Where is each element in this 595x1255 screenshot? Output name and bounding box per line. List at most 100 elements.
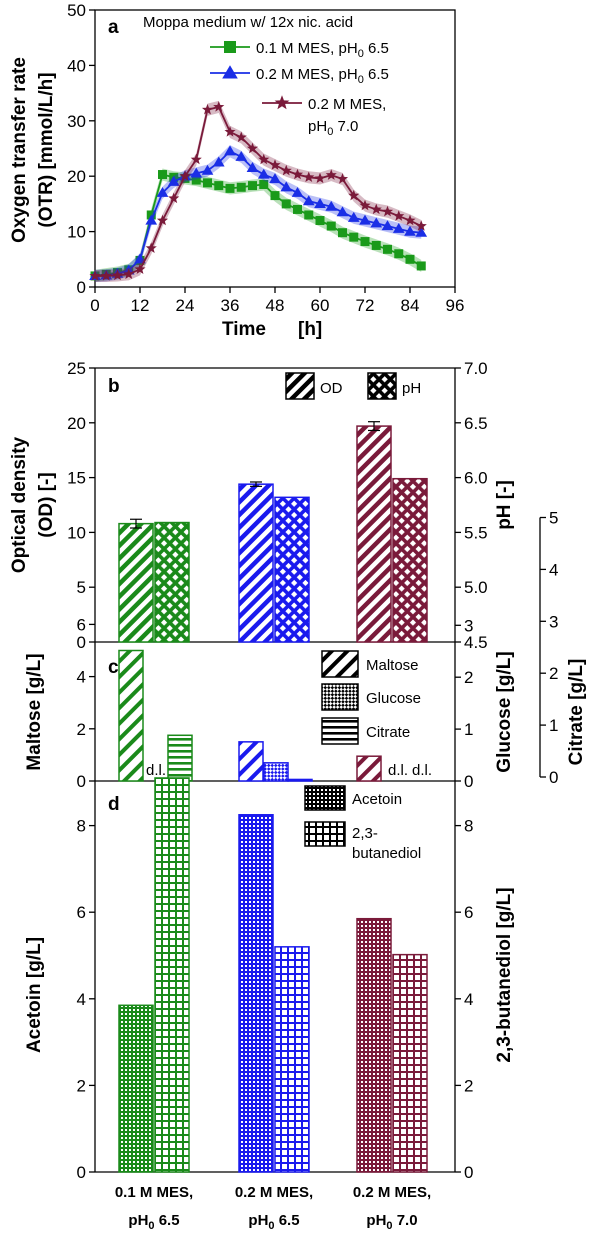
- panel-c-letter: c: [108, 657, 119, 678]
- panel-c-y3-tick-label: 2: [549, 664, 558, 683]
- bar-maltose: [118, 649, 144, 782]
- data-point: [248, 181, 257, 191]
- panel-b-y2-tick-label: 6.5: [464, 414, 488, 433]
- panel-a-x-tick-label: 96: [446, 296, 465, 315]
- panel-a-y-tick-label: 30: [67, 112, 86, 131]
- panel-c-y-tick-label: 4: [77, 668, 86, 687]
- bar-2-3-butanediol: [154, 777, 190, 1173]
- data-point: [381, 220, 394, 231]
- panel-a-letter: a: [108, 17, 119, 38]
- series-2: [89, 100, 427, 283]
- panel-a-x-tick-label: 72: [356, 296, 375, 315]
- data-point: [191, 175, 201, 185]
- bar-ph: [154, 521, 190, 643]
- data-point: [190, 167, 203, 178]
- data-point: [156, 214, 169, 226]
- data-point: [145, 242, 157, 253]
- panel-b-y-tick-label: 25: [67, 359, 86, 378]
- data-point: [291, 186, 304, 197]
- legend-label: Citrate: [366, 724, 410, 741]
- data-point: [293, 204, 302, 214]
- panel-a-y-tick-label: 0: [77, 278, 86, 297]
- data-point: [315, 216, 325, 226]
- panel-d-y2-tick-label: 6: [464, 903, 473, 922]
- data-point: [415, 226, 428, 237]
- data-point: [190, 153, 202, 165]
- panel-b: 0 5 10 15 20 25 4.5 5.0 5.5 6.0 6.5 7.0 b Optical den…: [9, 359, 515, 652]
- data-point: [394, 249, 404, 259]
- panel-a-x-tick-label: 36: [221, 296, 240, 315]
- data-point: [224, 126, 236, 137]
- data-point: [89, 270, 101, 281]
- panel-d-y-tick-label: 8: [77, 817, 86, 836]
- data-point: [236, 182, 246, 192]
- data-point: [156, 186, 169, 197]
- data-point: [269, 159, 281, 170]
- data-point: [338, 228, 347, 238]
- legend-label: 0.1 M MES, pH0 6.5: [256, 40, 389, 60]
- legend-marker: [222, 65, 238, 79]
- panel-d-y2-tick-label: 0: [464, 1163, 473, 1182]
- panel-c-y2-tick-label: 0: [464, 772, 473, 791]
- data-point: [134, 253, 146, 264]
- data-point: [359, 214, 371, 225]
- series-band: [95, 100, 422, 283]
- legend-swatch: [367, 372, 397, 400]
- data-point: [168, 192, 180, 204]
- panel-d-y2-tick-label: 4: [464, 990, 473, 1009]
- panel-b-y2-tick-label: 6.0: [464, 469, 488, 488]
- bar-citrate: [287, 778, 313, 782]
- bar-od: [356, 425, 392, 643]
- bar-acetoin: [118, 1004, 154, 1173]
- data-point: [405, 254, 415, 264]
- data-point: [393, 210, 405, 221]
- data-point: [349, 232, 359, 242]
- panel-b-y-tick-label: 0: [77, 633, 86, 652]
- bar-2-3-butanediol: [392, 953, 428, 1173]
- bar-citrate: [167, 734, 193, 782]
- data-point: [145, 214, 158, 225]
- panel-b-y-unit: (OD) [-]: [36, 472, 57, 537]
- panel-c-y2-tick-label: 2: [464, 668, 473, 687]
- data-point: [370, 203, 382, 215]
- data-point: [258, 153, 270, 165]
- panel-c-y3-label: Citrate [g/L]: [566, 659, 587, 766]
- panel-c-y-tick-label: 0: [77, 772, 86, 791]
- category-label: 0.2 M MES,: [353, 1184, 431, 1201]
- bar-2-3-butanediol: [274, 946, 310, 1173]
- category-label: pH0 6.5: [248, 1212, 299, 1232]
- panel-c-y2-tick-label: 1: [464, 720, 473, 739]
- panel-d: 0 2 4 6 8 0 2 4 6 8 d Acetoin [g/L] 2,3-butanediol […: [24, 777, 515, 1232]
- data-point: [280, 164, 292, 176]
- data-point: [235, 131, 247, 143]
- data-point: [259, 180, 269, 190]
- data-point: [404, 225, 416, 236]
- panel-b-y-label: Optical density: [9, 436, 30, 573]
- panel-a-y-tick-label: 40: [67, 56, 86, 75]
- panel-a-x-unit: [h]: [298, 319, 322, 340]
- legend-label: Glucose: [366, 690, 421, 707]
- bar-od: [238, 483, 274, 643]
- data-point: [303, 171, 315, 183]
- data-point: [404, 214, 416, 226]
- data-point: [201, 103, 214, 115]
- panel-d-y-tick-label: 2: [77, 1076, 86, 1095]
- panel-d-y2-tick-label: 2: [464, 1076, 473, 1095]
- panel-d-y2-tick-label: 8: [464, 817, 473, 836]
- data-point: [370, 217, 383, 228]
- data-point: [224, 145, 236, 156]
- data-point: [291, 168, 304, 180]
- panel-b-y-tick-label: 15: [67, 469, 86, 488]
- panel-b-y2-tick-label: 4.5: [464, 633, 488, 652]
- bar-maltose: [356, 755, 382, 782]
- bar-glucose: [263, 762, 289, 782]
- data-point: [246, 142, 259, 154]
- data-point: [100, 270, 112, 281]
- data-point: [280, 181, 293, 192]
- data-point: [111, 269, 124, 281]
- panel-a-x-tick-label: 60: [311, 296, 330, 315]
- category-label: 0.2 M MES,: [235, 1184, 313, 1201]
- panel-c-y3-tick-label: 3: [549, 612, 558, 631]
- panel-c-y3-tick-label: 0: [549, 768, 558, 787]
